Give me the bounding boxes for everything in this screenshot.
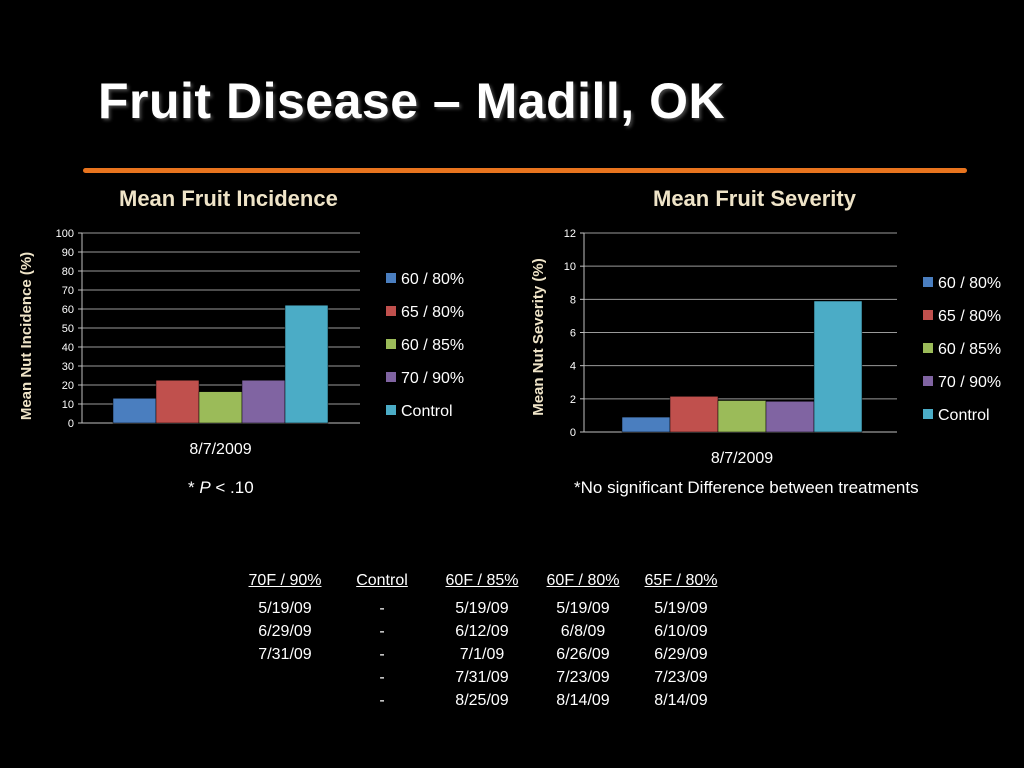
y-tick-label: 0 [570, 427, 576, 439]
bar-60-80 [112, 398, 157, 424]
schedule-row: - 8/25/09 8/14/09 8/14/09 [230, 690, 736, 713]
y-tick-label: 2 [570, 394, 576, 406]
severity-chart: 0 2 4 6 8 10 12 8/7/2009 Mean Nut Severity (%) 60… [530, 228, 1001, 467]
schedule-cell [230, 667, 340, 690]
schedule-cell: 6/10/09 [654, 623, 708, 640]
schedule-cell: 7/23/09 [654, 669, 708, 686]
significance-note: * P < .10 [188, 478, 254, 497]
schedule-cell: 7/31/09 [258, 646, 312, 663]
y-tick-label: 0 [68, 418, 74, 430]
schedule-cell: 8/14/09 [654, 692, 708, 709]
y-tick-label: 10 [564, 261, 576, 273]
legend-swatch [386, 339, 396, 349]
y-tick-label: 100 [56, 228, 74, 240]
schedule-body: 5/19/09 - 5/19/09 5/19/09 5/19/09 6/29/09 - 6/1… [230, 598, 736, 713]
bar-60-85 [717, 400, 767, 433]
y-tick-label: 20 [62, 380, 74, 392]
bar-control [284, 304, 329, 424]
legend-label: 70 / 90% [938, 374, 1001, 391]
schedule-cell: 7/1/09 [459, 646, 505, 663]
legend-label: 65 / 80% [401, 304, 464, 321]
bar-65-80 [669, 396, 719, 433]
legend-label: 70 / 90% [401, 370, 464, 387]
schedule-cell: 5/19/09 [455, 600, 509, 617]
bar-60-85 [198, 391, 243, 424]
legend-swatch [386, 405, 396, 415]
y-tick-label: 4 [570, 361, 576, 373]
y-tick-label: 80 [62, 266, 74, 278]
title-underline [83, 168, 967, 173]
schedule-header-cell: 65F / 80% [644, 572, 718, 589]
slide-title: Fruit Disease – Madill, OK [98, 73, 726, 129]
schedule-header-cell: 70F / 90% [248, 572, 322, 589]
legend-label: 60 / 80% [938, 275, 1001, 292]
y-tick-label: 30 [62, 361, 74, 373]
bar-70-90 [241, 380, 286, 424]
legend-label: 65 / 80% [938, 308, 1001, 325]
schedule-cell: 5/19/09 [654, 600, 708, 617]
schedule-cell: 6/26/09 [556, 646, 610, 663]
schedule-cell: 6/8/09 [560, 623, 606, 640]
schedule-cell: 6/29/09 [258, 623, 312, 640]
schedule-header-cell: 60F / 85% [445, 572, 519, 589]
bar-control [813, 300, 863, 433]
legend-label: 60 / 85% [401, 337, 464, 354]
y-tick-label: 70 [62, 285, 74, 297]
incidence-chart-title: Mean Fruit Incidence [119, 186, 338, 211]
schedule-cell: 8/14/09 [556, 692, 610, 709]
schedule-cell: 5/19/09 [556, 600, 610, 617]
schedule-cell: - [379, 669, 385, 686]
y-axis-label: Mean Nut Severity (%) [530, 258, 547, 416]
legend-swatch [386, 273, 396, 283]
schedule-header-cell: Control [356, 572, 408, 589]
y-tick-label: 50 [62, 323, 74, 335]
y-tick-label: 40 [62, 342, 74, 354]
legend-label: 60 / 80% [401, 271, 464, 288]
severity-chart-title: Mean Fruit Severity [653, 186, 856, 211]
legend-swatch [923, 376, 933, 386]
schedule-cell: - [379, 692, 385, 709]
schedule-row: - 7/31/09 7/23/09 7/23/09 [230, 667, 736, 690]
schedule-cell: 6/29/09 [654, 646, 708, 663]
schedule-row: 7/31/09 - 7/1/09 6/26/09 6/29/09 [230, 644, 736, 667]
legend-label: Control [938, 407, 990, 424]
category-label: 8/7/2009 [189, 441, 251, 458]
spray-schedule-table: 70F / 90% Control 60F / 85% 60F / 80% 65F / … [230, 568, 736, 713]
y-tick-label: 90 [62, 247, 74, 259]
schedule-cell: 5/19/09 [258, 600, 312, 617]
y-axis-label: Mean Nut Incidence (%) [18, 252, 35, 420]
schedule-row: 5/19/09 - 5/19/09 5/19/09 5/19/09 [230, 598, 736, 621]
legend-swatch [923, 277, 933, 287]
no-difference-note: *No significant Difference between treat… [574, 478, 919, 497]
legend-swatch [386, 372, 396, 382]
schedule-header-cell: 60F / 80% [546, 572, 620, 589]
bar-70-90 [765, 401, 815, 433]
y-tick-label: 6 [570, 328, 576, 340]
schedule-cell: 8/25/09 [455, 692, 509, 709]
schedule-cell: - [379, 600, 385, 617]
schedule-row: 6/29/09 - 6/12/09 6/8/09 6/10/09 [230, 621, 736, 644]
schedule-header-row: 70F / 90% Control 60F / 85% 60F / 80% 65F / … [230, 568, 736, 598]
legend-swatch [923, 310, 933, 320]
y-tick-label: 10 [62, 399, 74, 411]
schedule-cell: 7/31/09 [455, 669, 509, 686]
bar-60-80 [621, 416, 671, 433]
y-tick-label: 8 [570, 294, 576, 306]
schedule-cell: - [379, 646, 385, 663]
y-tick-label: 12 [564, 228, 576, 240]
schedule-cell: - [379, 623, 385, 640]
y-tick-label: 60 [62, 304, 74, 316]
legend-swatch [386, 306, 396, 316]
legend-swatch [923, 409, 933, 419]
bar-65-80 [155, 380, 200, 424]
schedule-cell: 7/23/09 [556, 669, 610, 686]
schedule-cell [230, 690, 340, 713]
legend-label: 60 / 85% [938, 341, 1001, 358]
category-label: 8/7/2009 [711, 450, 773, 467]
schedule-cell: 6/12/09 [455, 623, 509, 640]
legend-swatch [923, 343, 933, 353]
legend-label: Control [401, 403, 453, 420]
incidence-chart: 0 10 20 30 40 50 60 70 80 90 100 8/7/2009 Mean Nut I… [18, 228, 464, 458]
